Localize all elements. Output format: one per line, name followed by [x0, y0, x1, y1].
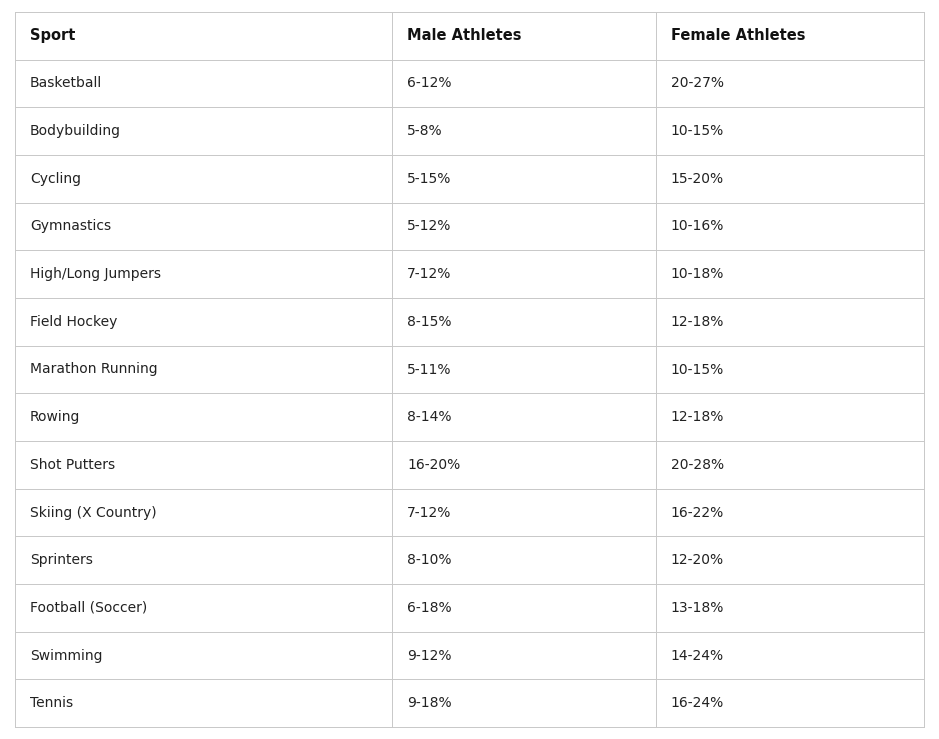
Text: 7-12%: 7-12%	[408, 267, 452, 281]
Text: 10-15%: 10-15%	[670, 124, 724, 138]
Text: Tennis: Tennis	[30, 696, 73, 710]
Text: Field Hockey: Field Hockey	[30, 315, 117, 329]
Text: 16-22%: 16-22%	[670, 505, 724, 520]
Text: Swimming: Swimming	[30, 649, 102, 663]
Text: Rowing: Rowing	[30, 410, 81, 424]
Text: 8-10%: 8-10%	[408, 554, 452, 568]
Text: 10-16%: 10-16%	[670, 219, 724, 234]
Text: Male Athletes: Male Athletes	[408, 28, 522, 43]
Text: 16-24%: 16-24%	[670, 696, 724, 710]
Text: 15-20%: 15-20%	[670, 171, 724, 185]
Text: 6-18%: 6-18%	[408, 601, 452, 615]
Text: 10-18%: 10-18%	[670, 267, 724, 281]
Text: Football (Soccer): Football (Soccer)	[30, 601, 147, 615]
Text: 6-12%: 6-12%	[408, 76, 452, 90]
Text: 5-12%: 5-12%	[408, 219, 452, 234]
Text: 16-20%: 16-20%	[408, 458, 460, 472]
Text: Basketball: Basketball	[30, 76, 102, 90]
Text: 20-27%: 20-27%	[670, 76, 724, 90]
Text: 10-15%: 10-15%	[670, 363, 724, 376]
Text: 12-18%: 12-18%	[670, 410, 724, 424]
Text: Sport: Sport	[30, 28, 75, 43]
Text: 20-28%: 20-28%	[670, 458, 724, 472]
Text: 13-18%: 13-18%	[670, 601, 724, 615]
Text: 7-12%: 7-12%	[408, 505, 452, 520]
Text: Bodybuilding: Bodybuilding	[30, 124, 121, 138]
Text: High/Long Jumpers: High/Long Jumpers	[30, 267, 162, 281]
Text: Female Athletes: Female Athletes	[670, 28, 806, 43]
Text: 5-11%: 5-11%	[408, 363, 452, 376]
Text: Cycling: Cycling	[30, 171, 81, 185]
Text: 9-18%: 9-18%	[408, 696, 452, 710]
Text: Gymnastics: Gymnastics	[30, 219, 111, 234]
Text: 12-20%: 12-20%	[670, 554, 724, 568]
Text: 5-15%: 5-15%	[408, 171, 452, 185]
Text: Skiing (X Country): Skiing (X Country)	[30, 505, 157, 520]
Text: 5-8%: 5-8%	[408, 124, 443, 138]
Text: 8-15%: 8-15%	[408, 315, 452, 329]
Text: 8-14%: 8-14%	[408, 410, 452, 424]
Text: 14-24%: 14-24%	[670, 649, 724, 663]
Text: Shot Putters: Shot Putters	[30, 458, 115, 472]
Text: Sprinters: Sprinters	[30, 554, 93, 568]
Text: Marathon Running: Marathon Running	[30, 363, 158, 376]
Text: 9-12%: 9-12%	[408, 649, 452, 663]
Text: 12-18%: 12-18%	[670, 315, 724, 329]
